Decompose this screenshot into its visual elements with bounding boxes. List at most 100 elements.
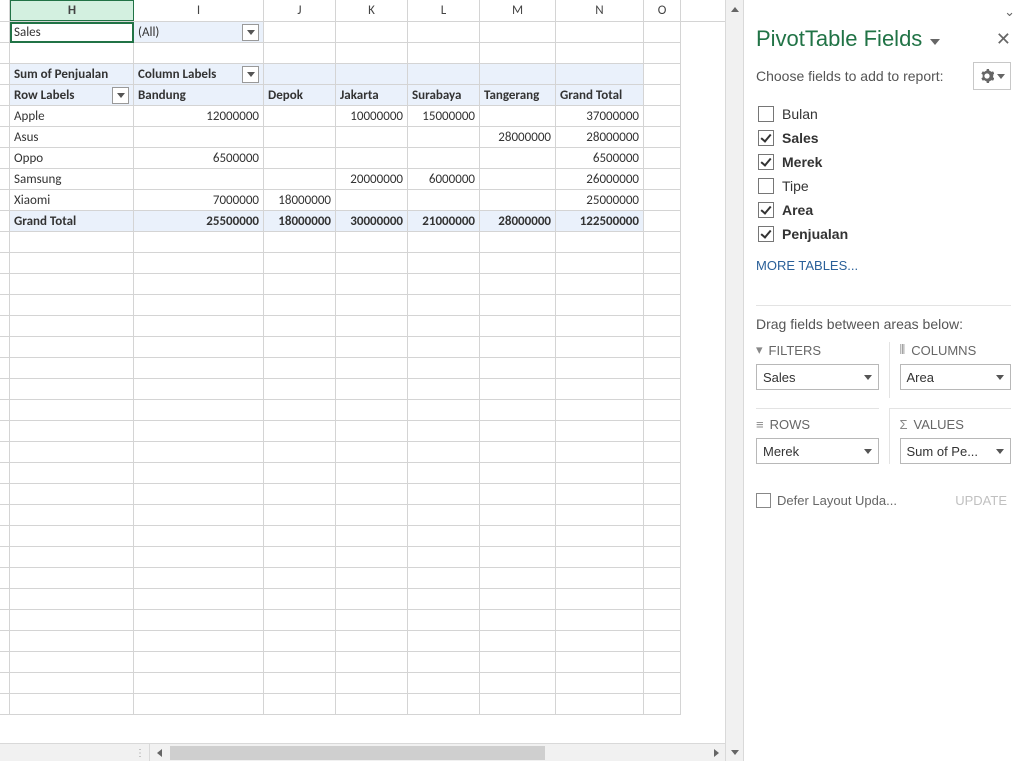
empty-cell[interactable]: [556, 379, 644, 400]
empty-cell[interactable]: [408, 589, 480, 610]
empty-cell[interactable]: [644, 358, 681, 379]
hscroll-track[interactable]: [170, 746, 705, 760]
empty-cell[interactable]: [336, 526, 408, 547]
pivot-row-labels[interactable]: Row Labels: [10, 85, 134, 106]
empty-cell[interactable]: [10, 43, 134, 64]
empty-cell[interactable]: [644, 232, 681, 253]
rows-area-select[interactable]: Merek: [756, 438, 879, 464]
empty-cell[interactable]: [336, 442, 408, 463]
empty-cell[interactable]: [10, 232, 134, 253]
empty-cell[interactable]: [644, 148, 681, 169]
empty-cell[interactable]: [264, 589, 336, 610]
empty-cell[interactable]: [134, 652, 264, 673]
empty-cell[interactable]: [264, 337, 336, 358]
empty-cell[interactable]: [10, 505, 134, 526]
empty-cell[interactable]: [10, 379, 134, 400]
empty-cell[interactable]: [556, 568, 644, 589]
empty-cell[interactable]: [10, 253, 134, 274]
empty-cell[interactable]: [644, 568, 681, 589]
field-item-area[interactable]: Area: [756, 198, 1011, 222]
empty-cell[interactable]: [134, 673, 264, 694]
empty-cell[interactable]: [480, 400, 556, 421]
empty-cell[interactable]: [556, 673, 644, 694]
empty-cell[interactable]: [134, 379, 264, 400]
empty-cell[interactable]: [336, 421, 408, 442]
empty-cell[interactable]: [556, 526, 644, 547]
empty-cell[interactable]: [480, 316, 556, 337]
empty-cell[interactable]: [480, 610, 556, 631]
empty-cell[interactable]: [10, 421, 134, 442]
row-labels-dropdown-icon[interactable]: [112, 87, 129, 104]
empty-cell[interactable]: [336, 316, 408, 337]
column-header-K[interactable]: K: [336, 0, 408, 21]
empty-cell[interactable]: [264, 463, 336, 484]
empty-cell[interactable]: [480, 631, 556, 652]
empty-cell[interactable]: [408, 400, 480, 421]
empty-cell[interactable]: [556, 505, 644, 526]
empty-cell[interactable]: [10, 484, 134, 505]
panel-options-button[interactable]: [973, 62, 1011, 90]
empty-cell[interactable]: [644, 64, 681, 85]
empty-cell[interactable]: [134, 442, 264, 463]
empty-cell[interactable]: [264, 547, 336, 568]
empty-cell[interactable]: [480, 505, 556, 526]
empty-cell[interactable]: [644, 190, 681, 211]
column-header-O[interactable]: O: [644, 0, 681, 21]
column-header-M[interactable]: M: [480, 0, 556, 21]
empty-cell[interactable]: [134, 463, 264, 484]
empty-cell[interactable]: [134, 295, 264, 316]
empty-cell[interactable]: [134, 421, 264, 442]
empty-cell[interactable]: [134, 337, 264, 358]
empty-cell[interactable]: [134, 232, 264, 253]
empty-cell[interactable]: [336, 484, 408, 505]
empty-cell[interactable]: [408, 463, 480, 484]
empty-cell[interactable]: [10, 631, 134, 652]
empty-cell[interactable]: [556, 400, 644, 421]
empty-cell[interactable]: [556, 442, 644, 463]
field-checkbox[interactable]: [758, 106, 774, 122]
empty-cell[interactable]: [336, 673, 408, 694]
empty-cell[interactable]: [644, 589, 681, 610]
empty-cell[interactable]: [644, 316, 681, 337]
empty-cell[interactable]: [10, 337, 134, 358]
empty-cell[interactable]: [264, 274, 336, 295]
empty-cell[interactable]: [556, 358, 644, 379]
empty-cell[interactable]: [644, 547, 681, 568]
empty-cell[interactable]: [134, 568, 264, 589]
empty-cell[interactable]: [644, 22, 681, 43]
empty-cell[interactable]: [336, 505, 408, 526]
empty-cell[interactable]: [336, 463, 408, 484]
values-area[interactable]: ΣVALUES Sum of Pe...: [889, 408, 1012, 464]
empty-cell[interactable]: [644, 106, 681, 127]
empty-cell[interactable]: [134, 400, 264, 421]
column-header-H[interactable]: H: [10, 0, 134, 21]
empty-cell[interactable]: [264, 22, 336, 43]
empty-cell[interactable]: [480, 274, 556, 295]
empty-cell[interactable]: [408, 442, 480, 463]
empty-cell[interactable]: [408, 547, 480, 568]
field-checkbox[interactable]: [758, 178, 774, 194]
empty-cell[interactable]: [408, 568, 480, 589]
empty-cell[interactable]: [556, 274, 644, 295]
empty-cell[interactable]: [644, 631, 681, 652]
empty-cell[interactable]: [408, 421, 480, 442]
pivot-column-labels[interactable]: Column Labels: [134, 64, 264, 85]
empty-cell[interactable]: [264, 610, 336, 631]
vscroll-down-button[interactable]: [726, 743, 743, 761]
empty-cell[interactable]: [264, 295, 336, 316]
field-checkbox[interactable]: [758, 154, 774, 170]
vscroll-thumb[interactable]: [726, 18, 743, 743]
empty-cell[interactable]: [556, 22, 644, 43]
empty-cell[interactable]: [644, 442, 681, 463]
empty-cell[interactable]: [336, 589, 408, 610]
empty-cell[interactable]: [134, 610, 264, 631]
field-checkbox[interactable]: [758, 226, 774, 242]
empty-cell[interactable]: [556, 610, 644, 631]
empty-cell[interactable]: [644, 652, 681, 673]
empty-cell[interactable]: [336, 379, 408, 400]
empty-cell[interactable]: [264, 631, 336, 652]
empty-cell[interactable]: [480, 337, 556, 358]
empty-cell[interactable]: [408, 673, 480, 694]
empty-cell[interactable]: [264, 358, 336, 379]
field-item-penjualan[interactable]: Penjualan: [756, 222, 1011, 246]
